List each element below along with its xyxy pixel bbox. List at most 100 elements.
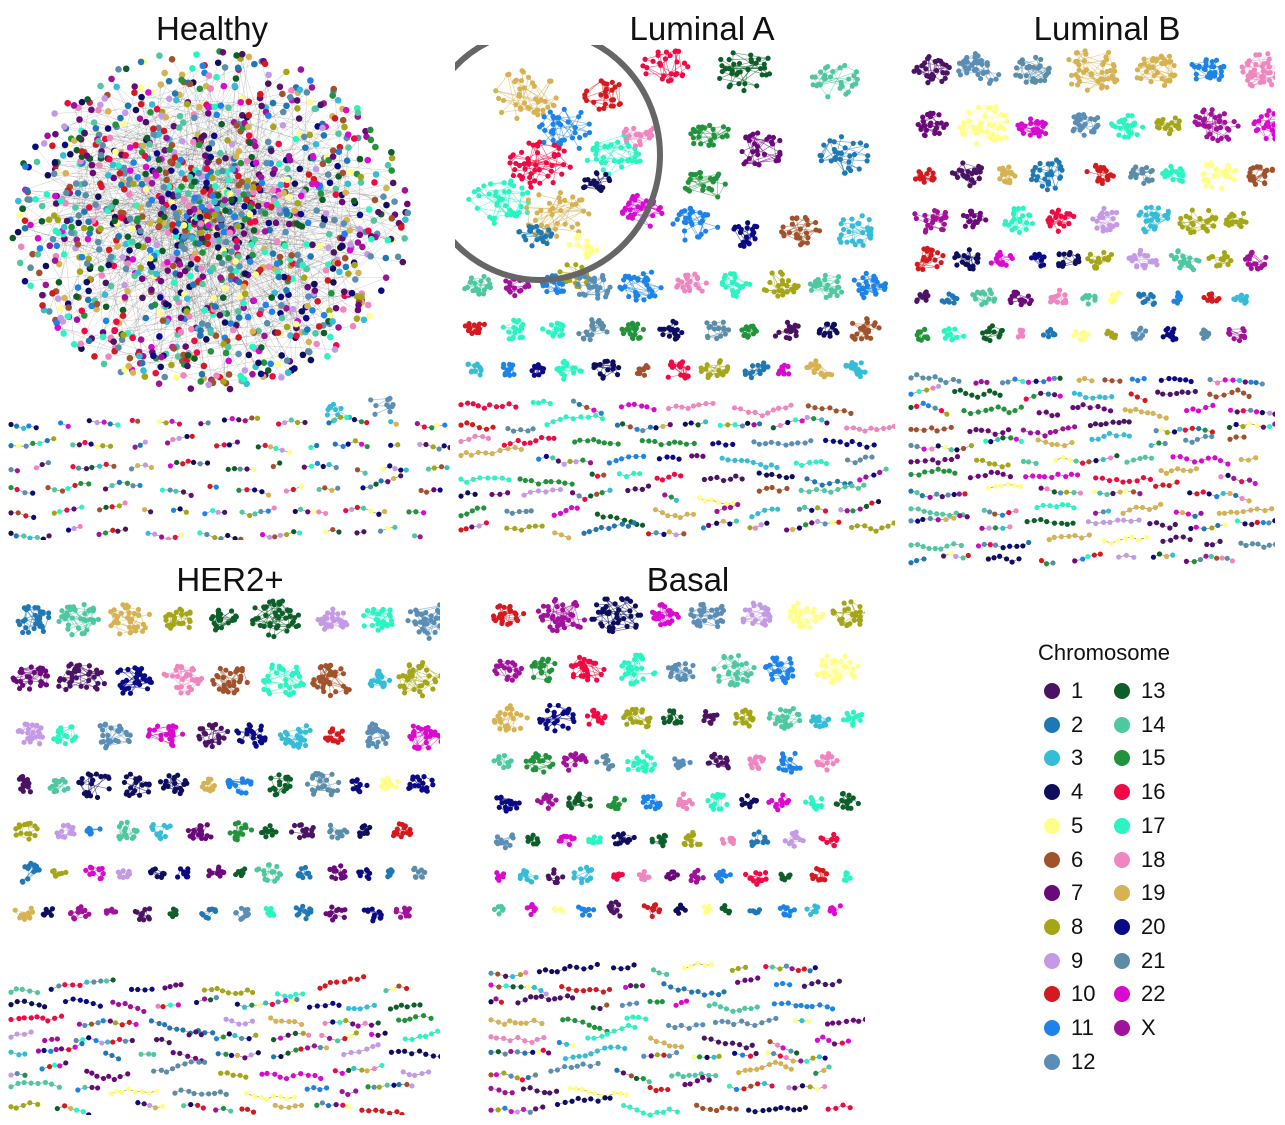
gene-cluster: [956, 50, 1002, 86]
gene-chain: [488, 1070, 539, 1083]
gene-chain: [712, 1015, 779, 1029]
gene-chain: [530, 398, 553, 407]
gene-chain: [669, 1071, 719, 1080]
gene-chain: [159, 487, 194, 498]
gene-chain: [213, 1031, 259, 1042]
gene-cluster: [210, 665, 250, 696]
gene-chain: [108, 1086, 160, 1097]
gene-cluster: [698, 358, 731, 381]
gene-cluster: [19, 860, 42, 885]
gene-cluster: [67, 904, 92, 922]
gene-chain: [145, 530, 185, 540]
panel-title-basal: Basal: [646, 561, 730, 598]
gene-chain: [153, 1036, 172, 1046]
network-healthy: [8, 48, 450, 540]
gene-cluster: [1104, 328, 1119, 341]
gene-cluster: [1223, 210, 1249, 230]
gene-chain: [268, 1015, 305, 1028]
gene-chain: [544, 412, 606, 428]
legend-label: 6: [1071, 846, 1084, 872]
gene-chain: [504, 508, 534, 516]
gene-chain: [689, 453, 706, 459]
gene-cluster: [115, 868, 133, 881]
gene-cluster: [576, 904, 597, 918]
gene-cluster: [1090, 205, 1120, 234]
legend-label: 14: [1141, 711, 1166, 737]
gene-chain: [292, 506, 329, 517]
gene-cluster: [491, 703, 530, 733]
gene-chain: [365, 1081, 415, 1090]
gene-cluster: [779, 214, 823, 248]
gene-chain: [701, 1035, 755, 1051]
gene-cluster: [491, 903, 506, 917]
gene-chain: [156, 418, 183, 427]
gene-cluster: [199, 906, 219, 921]
gene-chain: [908, 372, 962, 386]
gene-cluster: [396, 660, 440, 699]
gene-cluster: [324, 401, 353, 424]
legend-swatch: [1044, 784, 1060, 801]
gene-chain: [682, 419, 709, 428]
gene-cluster: [56, 602, 101, 638]
gene-cluster: [575, 272, 613, 301]
legend-label: 20: [1141, 913, 1166, 939]
gene-chain: [589, 471, 607, 479]
gene-chain: [274, 991, 306, 1000]
gene-chain: [1020, 424, 1078, 439]
gene-cluster: [411, 865, 428, 880]
highlight-circle: [455, 45, 663, 283]
gene-cluster: [830, 599, 865, 629]
gene-cluster: [664, 869, 680, 882]
gene-chain: [1092, 508, 1112, 516]
gene-cluster: [804, 903, 821, 918]
gene-cluster: [719, 903, 732, 916]
gene-chain: [623, 982, 646, 990]
gene-cluster: [315, 606, 350, 632]
gene-chain: [749, 506, 781, 520]
gene-chain: [536, 961, 600, 975]
gene-cluster: [277, 723, 313, 750]
gene-cluster: [914, 245, 946, 272]
gene-chain: [751, 438, 814, 448]
gene-cluster: [365, 721, 390, 750]
gene-cluster: [1015, 327, 1026, 340]
gene-chain: [619, 1000, 640, 1009]
gene-chain: [1207, 376, 1265, 387]
gene-cluster: [1066, 48, 1120, 93]
gene-chain: [908, 424, 954, 434]
gene-chain: [1024, 516, 1076, 527]
gene-cluster: [589, 596, 644, 635]
gene-chain: [552, 530, 572, 541]
gene-chain: [138, 1051, 157, 1058]
gene-cluster: [115, 665, 155, 696]
gene-cluster: [621, 706, 653, 730]
gene-chain: [213, 1105, 234, 1114]
gene-chain: [8, 1070, 28, 1078]
gene-cluster: [357, 823, 373, 839]
gene-cluster: [804, 358, 835, 380]
gene-cluster: [407, 723, 440, 751]
gene-chain: [383, 983, 410, 994]
gene-cluster: [1160, 325, 1179, 343]
gene-chain: [731, 402, 794, 419]
gene-cluster: [640, 48, 691, 84]
gene-cluster: [665, 359, 691, 381]
gene-cluster: [1108, 112, 1146, 140]
panel-title-luminal-a: Luminal A: [629, 10, 775, 47]
gene-chain: [562, 1044, 628, 1062]
gene-cluster: [1251, 108, 1275, 142]
gene-cluster: [807, 272, 845, 301]
gene-chain: [48, 977, 116, 992]
gene-chain: [1053, 453, 1120, 466]
gene-cluster: [51, 724, 79, 747]
gene-cluster: [293, 903, 314, 922]
gene-chain: [908, 506, 966, 519]
gene-chain: [618, 401, 657, 413]
gene-chain: [729, 964, 749, 973]
gene-chain: [76, 1018, 139, 1029]
gene-chain: [648, 1035, 685, 1050]
gene-chain: [974, 457, 1011, 470]
gene-chain: [70, 461, 117, 472]
gene-cluster: [145, 723, 186, 749]
gene-chain: [1087, 418, 1132, 429]
